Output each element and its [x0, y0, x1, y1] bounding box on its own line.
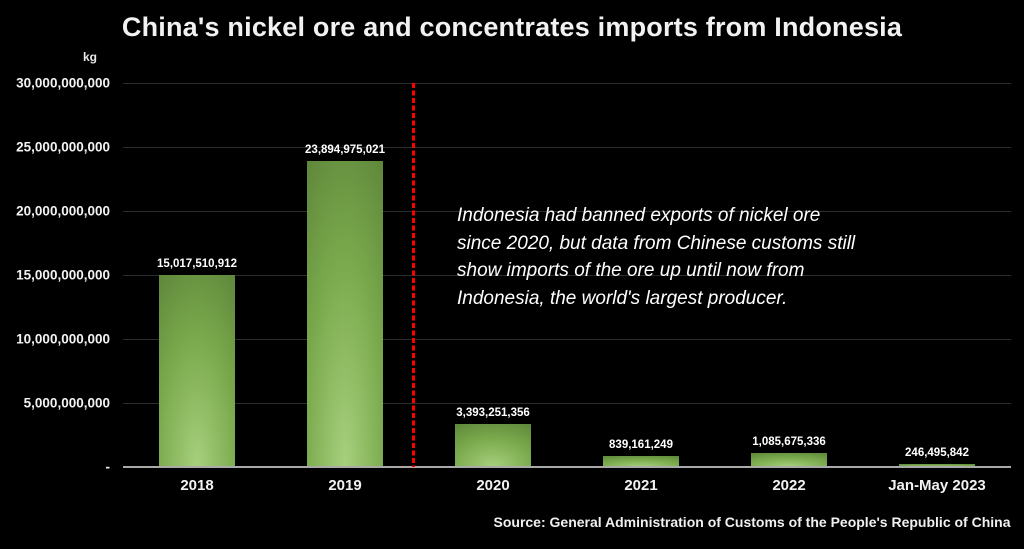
annotation-line-2: since 2020, but data from Chinese custom…: [457, 232, 856, 254]
y-axis-tick-label: 20,000,000,000: [16, 203, 110, 219]
y-axis-tick-label: 30,000,000,000: [16, 75, 110, 91]
bar-2022: [751, 453, 827, 467]
annotation-line-1: Indonesia had banned exports of nickel o…: [457, 205, 821, 226]
bar-value-label: 23,894,975,021: [305, 144, 385, 157]
plot-area: 15,017,510,912 23,894,975,021 3,393,251,35…: [123, 83, 1011, 468]
x-axis-label-Jan-May 2023: Jan-May 2023: [888, 477, 986, 494]
bar-value-label: 1,085,675,336: [752, 436, 826, 449]
gridline: [123, 83, 1011, 84]
export-ban-divider-line: [411, 83, 415, 467]
y-axis-tick-label: 25,000,000,000: [16, 139, 110, 155]
bar-2018: [159, 274, 235, 467]
gridline: [123, 147, 1011, 148]
gridline: [123, 339, 1011, 340]
y-axis-tick-label: 10,000,000,000: [16, 331, 110, 347]
gridline: [123, 211, 1011, 212]
x-axis-label-2020: 2020: [476, 477, 510, 494]
y-axis-unit-label: kg: [82, 50, 97, 64]
x-axis-label-2022: 2022: [772, 477, 806, 494]
bar-2021: [603, 456, 679, 467]
bar-value-label: 3,393,251,356: [456, 406, 530, 419]
x-axis-label-2021: 2021: [624, 477, 658, 494]
bar-2019: [307, 161, 383, 467]
chart-title: China's nickel ore and concentrates impo…: [121, 12, 903, 42]
y-axis-tick-label: 15,000,000,000: [16, 267, 110, 283]
y-axis-tick-label: 5,000,000,000: [23, 395, 110, 411]
bar-value-label: 15,017,510,912: [157, 257, 237, 270]
annotation-text: Indonesia had banned exports of nickel o…: [457, 202, 855, 312]
bar-Jan-May 2023: [899, 463, 975, 467]
bar-value-label: 246,495,842: [905, 446, 969, 459]
x-axis-line: [123, 466, 1011, 468]
bar-2020: [455, 423, 531, 467]
annotation-line-3: show imports of the ore up until now fro…: [457, 260, 805, 281]
x-axis-label-2018: 2018: [180, 477, 214, 494]
source-text: Source: General Administration of Custom…: [493, 514, 1011, 530]
x-axis-label-2019: 2019: [328, 477, 362, 494]
bar-value-label: 839,161,249: [609, 439, 673, 452]
gridline: [123, 403, 1011, 404]
gridline: [123, 275, 1011, 276]
annotation-line-4: Indonesia, the world's largest producer.: [457, 287, 788, 309]
y-axis-tick-label: -: [105, 459, 111, 475]
